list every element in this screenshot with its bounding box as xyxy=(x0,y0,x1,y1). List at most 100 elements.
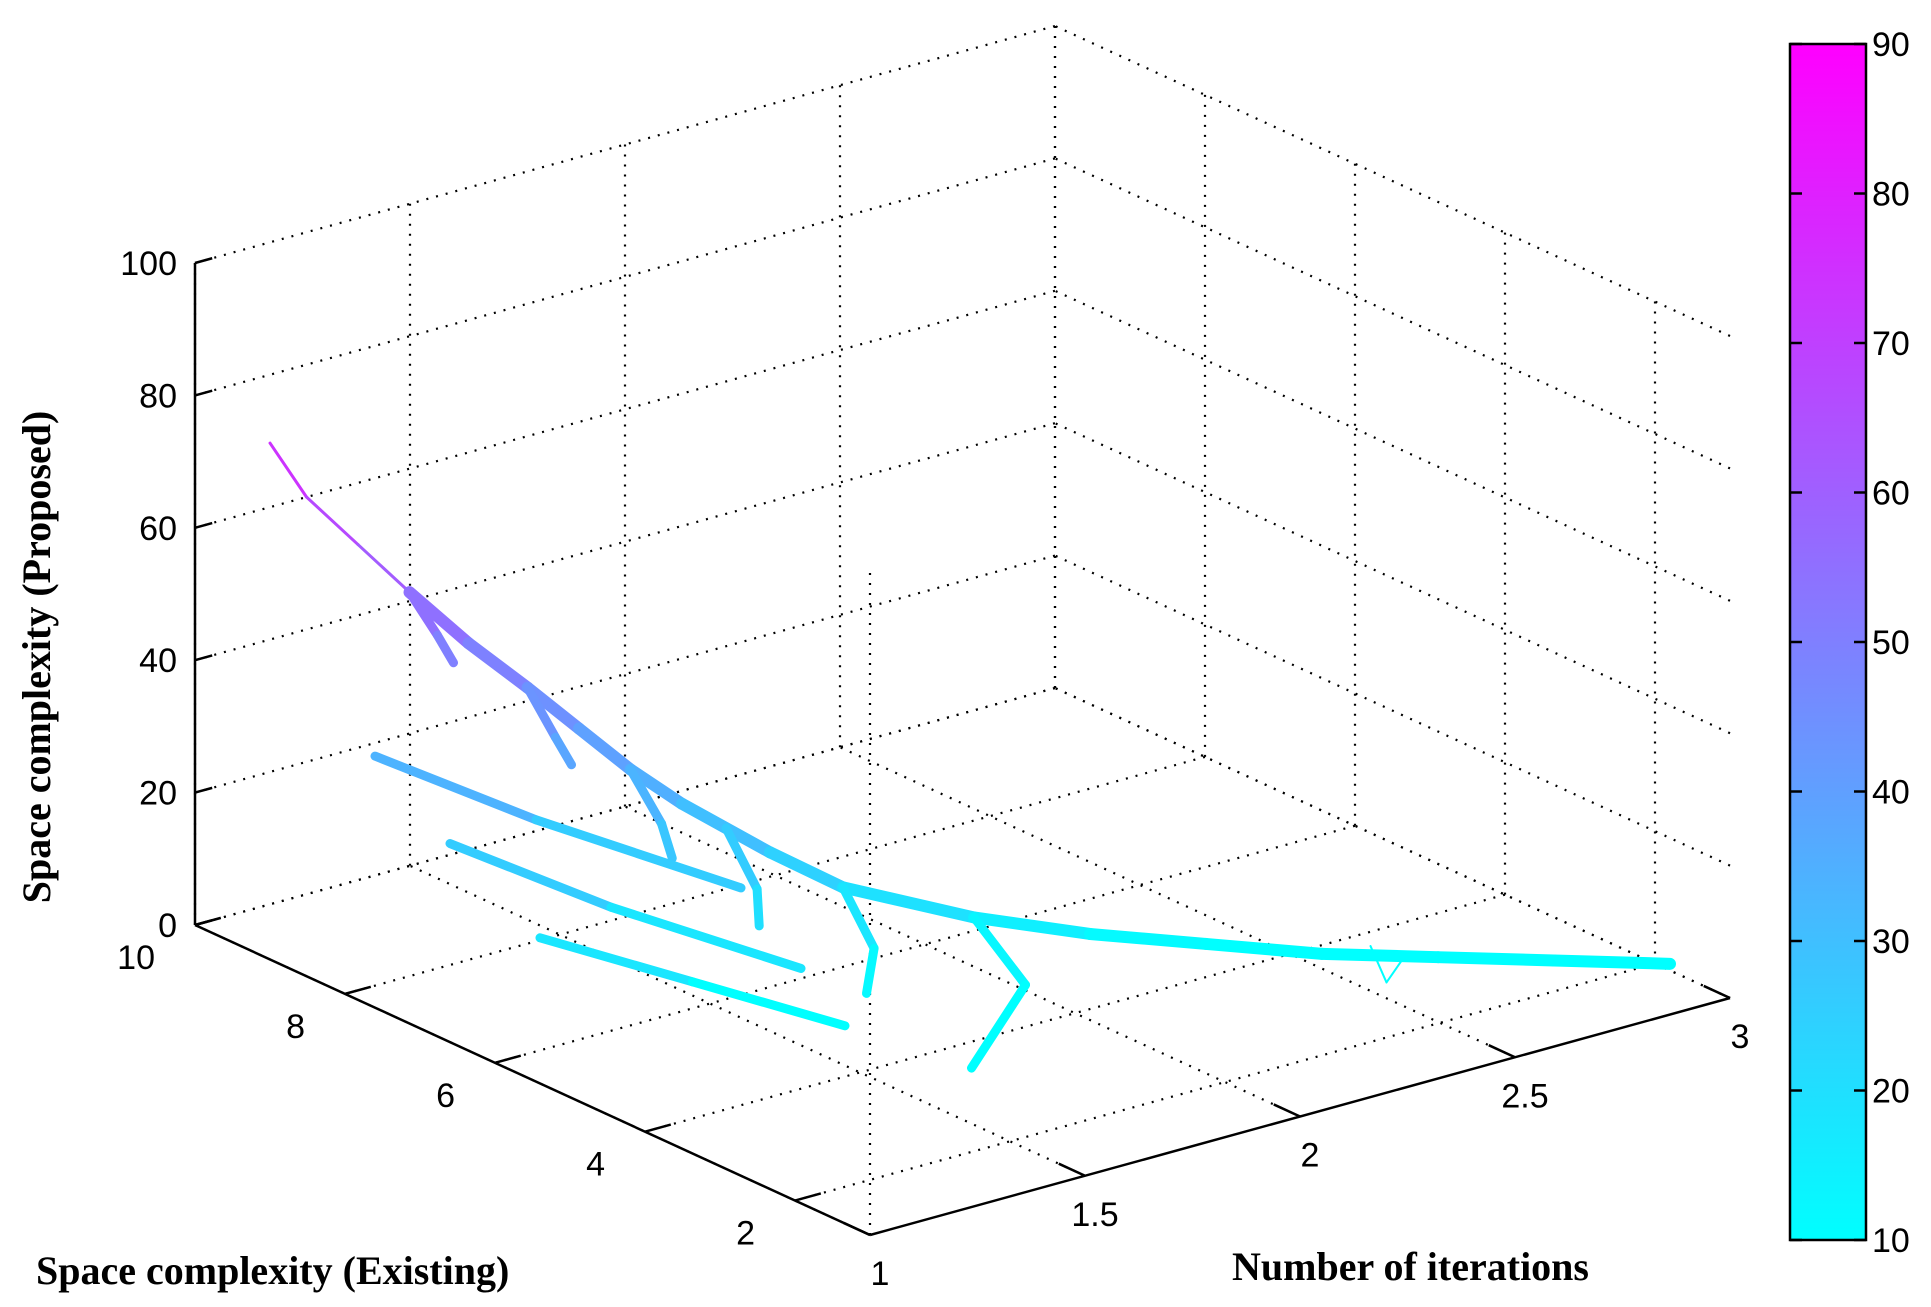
series-branch-1 xyxy=(405,587,458,668)
z-tick-mark xyxy=(194,389,213,397)
series-segment xyxy=(626,764,667,829)
series-segment xyxy=(1432,951,1560,967)
y-axis-line xyxy=(194,923,871,1237)
x-tick-mark xyxy=(1058,1162,1086,1177)
z-tick-mark xyxy=(194,654,213,662)
colorbar-ticks: 10 20 30 40 50 60 70 80 90 xyxy=(1790,26,1910,1260)
series-segment xyxy=(1200,937,1328,960)
series-branch-4 xyxy=(721,823,764,931)
x-tick-mark xyxy=(1488,1044,1516,1059)
colorbar-tick-label: 10 xyxy=(1872,1222,1910,1260)
series-segment xyxy=(1369,945,1388,984)
series-segment xyxy=(752,884,764,931)
series-segment xyxy=(462,637,534,694)
y-tick-label: 10 xyxy=(117,939,155,977)
colorbar: 10 20 30 40 50 60 70 80 90 xyxy=(1788,26,1910,1260)
grid-side-z xyxy=(1054,25,1731,337)
grid-floor-x xyxy=(624,805,1301,1118)
x-tick-label: 1.5 xyxy=(1071,1196,1118,1234)
series-segment xyxy=(838,882,879,953)
colorbar-tick-label: 40 xyxy=(1872,774,1910,812)
y-tick-mark xyxy=(494,1054,522,1064)
series-branch-5 xyxy=(838,882,879,998)
y-tick-mark xyxy=(344,985,372,996)
colorbar-tick-label: 70 xyxy=(1872,325,1910,363)
series-segment xyxy=(721,823,762,894)
x-axis-label: Number of iterations xyxy=(1232,1244,1589,1289)
series-segment xyxy=(432,630,458,668)
z-tick-label: 40 xyxy=(139,642,177,680)
series-segment xyxy=(445,839,616,912)
z-tick-label: 80 xyxy=(139,377,177,415)
series-segment xyxy=(523,683,560,742)
grid-floor-x xyxy=(839,746,1516,1059)
series-side-1 xyxy=(370,751,746,893)
series-segment xyxy=(305,495,360,547)
series-segment xyxy=(1385,959,1403,984)
series-branch-3 xyxy=(626,764,677,863)
series-segment xyxy=(764,846,849,894)
x-tick-label: 1 xyxy=(871,1255,890,1293)
series-segment xyxy=(268,441,308,499)
series-segment xyxy=(1316,947,1444,964)
y-axis-label: Space complexity (Existing) xyxy=(36,1248,509,1293)
series-segment xyxy=(837,881,980,924)
series-segment xyxy=(573,722,637,776)
grid-side-z xyxy=(1054,554,1731,867)
colorbar-tick-label: 90 xyxy=(1872,26,1910,64)
grid-side-z xyxy=(1054,687,1731,999)
series-segment xyxy=(370,751,541,825)
series-segment xyxy=(550,732,576,770)
series-segment xyxy=(862,943,879,998)
y-tick-label: 4 xyxy=(586,1146,605,1184)
z-tick-mark xyxy=(194,919,213,927)
series-segment xyxy=(624,763,688,810)
colorbar-gradient xyxy=(1788,42,1868,1242)
x-tick-label: 2 xyxy=(1301,1137,1320,1175)
z-tick-label: 100 xyxy=(120,245,177,283)
x-tick-label: 2.5 xyxy=(1501,1077,1548,1115)
series-segment xyxy=(356,543,411,594)
y-tick-mark xyxy=(644,1123,672,1133)
x-tick-mark xyxy=(1273,1103,1301,1118)
grid-side-z xyxy=(1054,289,1731,602)
series-layer xyxy=(268,441,1676,1073)
series-branch-2 xyxy=(523,683,576,770)
y-tick-label: 8 xyxy=(286,1008,305,1046)
series-side-2 xyxy=(445,839,806,973)
y-tick-label: 2 xyxy=(736,1215,755,1253)
grid-back-z xyxy=(194,554,1056,794)
colorbar-tick-label: 60 xyxy=(1872,475,1910,513)
series-segment xyxy=(1084,927,1212,950)
x-tick-mark xyxy=(843,1221,871,1237)
x-tick-mark xyxy=(1703,984,1731,1000)
colorbar-tick-label: 20 xyxy=(1872,1073,1910,1111)
colorbar-tick-label: 80 xyxy=(1872,176,1910,214)
series-side-3 xyxy=(535,933,850,1031)
colorbar-tick-label: 30 xyxy=(1872,923,1910,961)
z-tick-mark xyxy=(194,521,213,530)
axis-lines xyxy=(193,263,1731,1237)
grid-side-z xyxy=(1054,157,1731,470)
y-tick-label: 6 xyxy=(436,1077,455,1115)
series-segment xyxy=(969,912,1030,990)
series-segment xyxy=(531,815,746,893)
z-tick-label: 20 xyxy=(139,775,177,813)
z-tick-label: 60 xyxy=(139,510,177,548)
series-segment xyxy=(968,911,1096,940)
tick-labels: 1 1.5 2 2.5 3 2 4 6 8 100 20 40 60 80 100 xyxy=(117,245,1749,1293)
series-segment xyxy=(1548,954,1676,970)
z-tick-label: 0 xyxy=(158,907,177,945)
grid-back-z xyxy=(194,157,1056,397)
x-tick-label: 3 xyxy=(1731,1018,1750,1056)
series-branch-6 xyxy=(967,912,1030,1073)
z-axis-label: Space complexity (Proposed) xyxy=(14,411,59,904)
series-segment xyxy=(967,980,1030,1073)
grid-side-z xyxy=(1054,422,1731,735)
colorbar-tick-label: 50 xyxy=(1872,624,1910,662)
series-segment xyxy=(535,933,697,987)
series-segment xyxy=(688,977,850,1031)
series-segment xyxy=(405,587,442,640)
grid-lines xyxy=(193,24,1731,1236)
y-tick-mark xyxy=(794,1192,822,1202)
